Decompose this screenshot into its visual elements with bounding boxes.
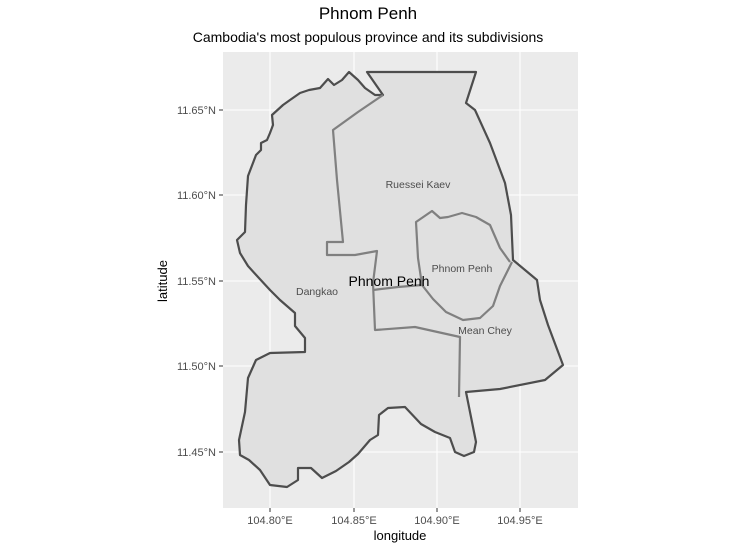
- map-subtitle: Cambodia's most populous province and it…: [192, 29, 544, 45]
- x-tick-label-2: 104.85°E: [331, 515, 376, 527]
- axis-ticks: [219, 109, 521, 512]
- x-axis-title: longitude: [374, 528, 427, 543]
- y-axis-title: latitude: [155, 260, 170, 302]
- y-tick-label-5: 11.45°N: [177, 447, 216, 459]
- y-tick-label-2: 11.60°N: [177, 190, 216, 202]
- boundary-ruessei-kaev-west: [325, 94, 462, 398]
- district-label-phnom-penh: Phnom Penh: [432, 263, 493, 275]
- district-boundaries: [325, 94, 513, 398]
- province-label: Phnom Penh: [349, 273, 430, 289]
- district-label-mean-chey: Mean Chey: [458, 325, 512, 337]
- district-label-ruessei-kaev: Ruessei Kaev: [386, 179, 452, 191]
- y-tick-label-3: 11.55°N: [177, 276, 216, 288]
- y-tick-label-4: 11.50°N: [177, 361, 216, 373]
- map-title: Phnom Penh: [318, 4, 418, 23]
- x-tick-label-4: 104.95°E: [497, 515, 542, 527]
- x-tick-label-1: 104.80°E: [247, 515, 292, 527]
- x-tick-label-3: 104.90°E: [414, 515, 459, 527]
- boundary-phnom-penh-south: [421, 261, 513, 322]
- province-outline: [235, 70, 565, 489]
- y-tick-label-1: 11.65°N: [177, 105, 216, 117]
- district-label-dangkao: Dangkao: [296, 286, 338, 298]
